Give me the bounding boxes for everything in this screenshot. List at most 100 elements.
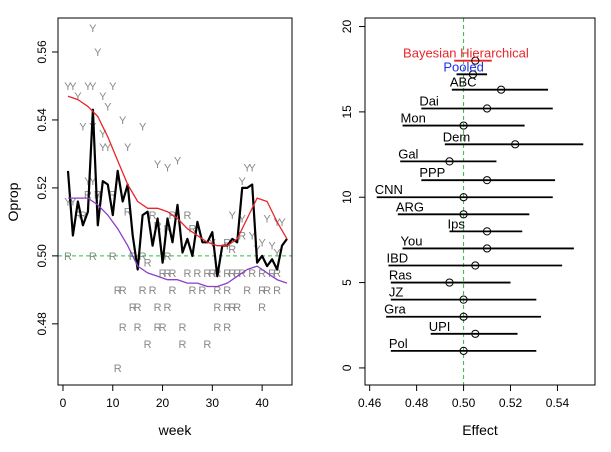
r-glyph: R <box>248 268 256 280</box>
series-layer <box>66 95 288 288</box>
r-glyph: R <box>164 268 172 280</box>
interval-label: ARG <box>396 199 424 214</box>
r-glyph: R <box>223 268 231 280</box>
r-glyph: R <box>149 285 157 297</box>
r-glyph: R <box>94 190 102 202</box>
estimate-point <box>459 346 468 355</box>
r-glyph: R <box>169 268 177 280</box>
r-glyph: R <box>139 251 147 263</box>
y-glyph: Y <box>248 230 256 242</box>
r-glyph: R <box>178 322 186 334</box>
y-glyph: Y <box>99 129 107 141</box>
r-glyph: R <box>149 210 157 222</box>
interval-label: Dem <box>443 129 470 144</box>
y-tick-label: 15 <box>340 105 354 119</box>
right-xlabel: Effect <box>462 422 498 438</box>
r-glyph: R <box>119 322 127 334</box>
r-glyph: R <box>89 251 97 263</box>
y-glyph: Y <box>174 156 182 168</box>
estimate-point <box>482 244 492 253</box>
r-glyph: R <box>159 268 167 280</box>
r-glyph: R <box>139 285 147 297</box>
axes-layer: 0 10 20 30 40 0.48 0.50 0.52 0.54 0.56 <box>35 40 269 410</box>
series-line-1 <box>67 95 288 247</box>
estimate-point <box>511 140 520 149</box>
y-glyph: Y <box>239 176 247 188</box>
y-glyph: Y <box>154 159 162 171</box>
y-glyph: Y <box>258 237 266 249</box>
x-tick-label: 20 <box>156 396 170 410</box>
r-glyph: R <box>74 210 82 222</box>
r-glyph: R <box>213 322 221 334</box>
y-tick-label: 0.52 <box>35 176 49 200</box>
r-glyph: R <box>208 268 216 280</box>
y-glyph: Y <box>119 115 127 127</box>
interval-label: Ras <box>389 268 413 283</box>
estimate-point <box>459 193 468 202</box>
estimate-point <box>497 85 506 94</box>
y-glyph: Y <box>89 176 97 188</box>
interval-label: IBD <box>386 251 408 266</box>
interval-label: Pol <box>389 336 408 351</box>
r-glyph: R <box>134 302 142 314</box>
r-glyph: R <box>238 268 246 280</box>
r-glyph: R <box>169 285 177 297</box>
r-glyph: R <box>114 363 122 375</box>
y-tick-label: 10 <box>340 190 354 204</box>
interval-label: PPP <box>419 165 445 180</box>
estimate-point <box>482 227 492 236</box>
x-tick-label: 10 <box>106 396 120 410</box>
r-glyph: R <box>223 285 231 297</box>
r-glyph: R <box>258 285 266 297</box>
y-glyph: Y <box>89 23 97 35</box>
y-glyph: Y <box>109 81 117 93</box>
interval-label: Mon <box>401 111 426 126</box>
y-glyph: Y <box>248 163 256 175</box>
estimate-point <box>471 329 480 338</box>
r-glyph: R <box>228 302 236 314</box>
interval-label: Gal <box>398 146 418 161</box>
y-glyph: Y <box>278 217 286 229</box>
r-glyph: R <box>164 251 172 263</box>
interval-label: Bayesian Hierarchical <box>403 46 529 61</box>
estimate-point <box>471 56 480 65</box>
interval-label: Dai <box>419 93 439 108</box>
r-glyph: R <box>233 302 241 314</box>
r-glyph: R <box>243 285 251 297</box>
y-glyph: Y <box>69 197 77 209</box>
interval-label: ABC <box>450 75 477 90</box>
interval-label: Gra <box>384 302 406 317</box>
r-glyph: R <box>203 268 211 280</box>
y-glyph: Y <box>263 213 271 225</box>
y-glyph: Y <box>69 81 77 93</box>
estimate-point <box>459 312 468 321</box>
left-ylabel: Oprop <box>5 182 21 221</box>
y-glyph: Y <box>74 91 82 103</box>
r-glyph: R <box>223 237 231 249</box>
r-glyph: R <box>188 285 196 297</box>
series-line-0 <box>66 108 288 278</box>
y-tick-label: 0.54 <box>35 108 49 132</box>
r-glyph: R <box>144 258 152 270</box>
y-tick-label: 5 <box>340 279 354 286</box>
y-glyph: Y <box>104 101 112 113</box>
series-line-2 <box>68 197 288 288</box>
r-glyph: R <box>134 322 142 334</box>
estimate-point <box>459 121 468 130</box>
y-tick-label: 0.56 <box>35 40 49 64</box>
y-glyph: Y <box>99 142 107 154</box>
r-glyph: R <box>64 251 72 263</box>
estimate-point <box>445 278 454 287</box>
estimate-point <box>459 210 468 219</box>
r-glyph: R <box>263 285 271 297</box>
interval-label: You <box>401 233 423 248</box>
r-glyph: R <box>109 190 117 202</box>
x-tick-label: 40 <box>255 396 269 410</box>
y-glyph: Y <box>64 197 72 209</box>
x-tick-label: 0.52 <box>499 396 523 410</box>
interval-label: Ips <box>447 216 465 231</box>
x-tick-label: 0.54 <box>546 396 570 410</box>
y-glyph: Y <box>253 244 261 256</box>
